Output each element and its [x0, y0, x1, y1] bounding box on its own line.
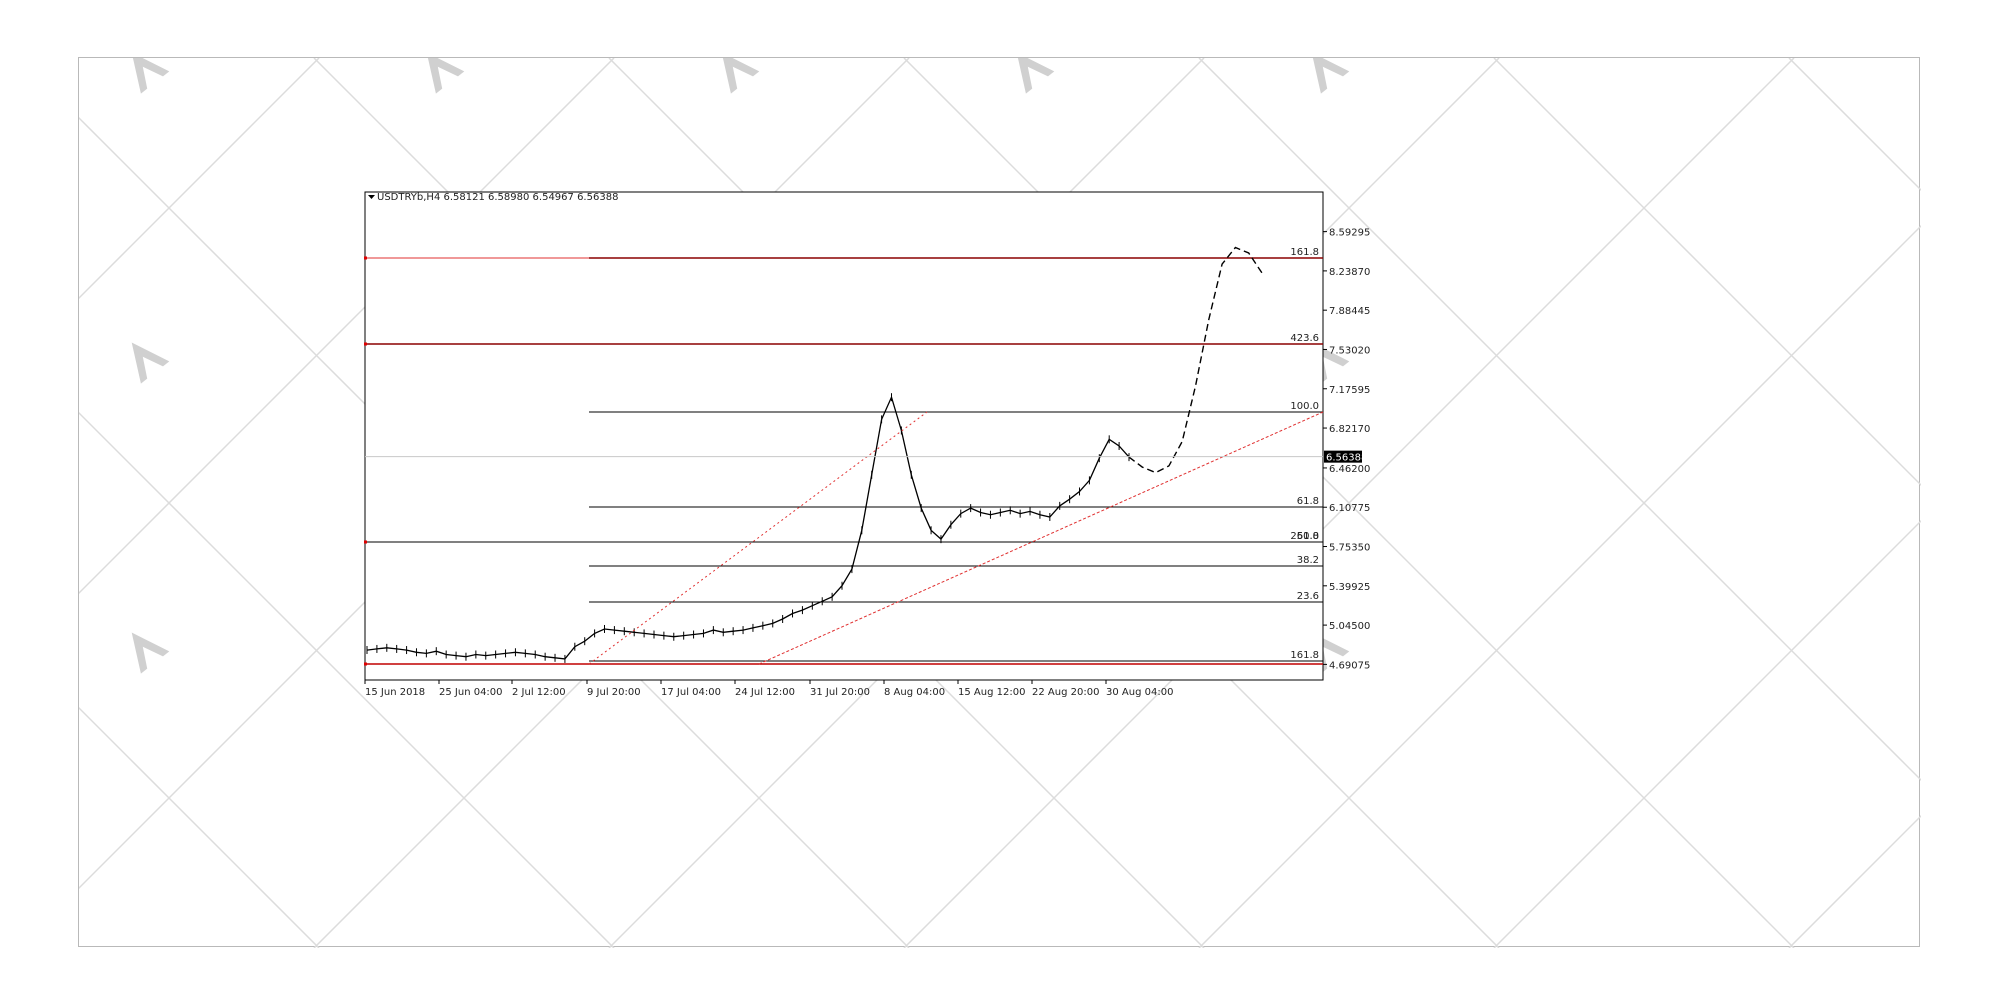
- x-tick-label: 2 Jul 12:00: [512, 687, 566, 698]
- y-tick-label: 7.53020: [1329, 345, 1370, 356]
- fib-level-label: 261.8: [1290, 531, 1319, 542]
- current-price-label: 6.56388: [1326, 453, 1367, 464]
- x-tick-label: 9 Jul 20:00: [587, 687, 641, 698]
- y-tick-label: 8.59295: [1329, 228, 1370, 239]
- watermark-logo: [131, 342, 170, 384]
- header-arrow-icon[interactable]: [368, 195, 375, 199]
- x-tick-label: 15 Jun 2018: [365, 687, 425, 698]
- watermark-line: [903, 58, 1795, 948]
- y-tick-label: 7.88445: [1329, 306, 1370, 317]
- fib-level-label: 100.0: [1290, 401, 1319, 412]
- x-tick-label: 17 Jul 04:00: [661, 687, 721, 698]
- y-tick-label: 5.04500: [1329, 621, 1370, 632]
- symbol-header: USDTRYb,H4 6.58121 6.58980 6.54967 6.563…: [377, 192, 618, 203]
- price-label-box: [1324, 450, 1362, 463]
- x-tick-label: 31 Jul 20:00: [810, 687, 870, 698]
- anchor-point[interactable]: [364, 342, 367, 346]
- watermark-line: [1493, 519, 1921, 948]
- y-tick-label: 5.75350: [1329, 543, 1370, 554]
- trendline-fib-anchor[interactable]: [588, 411, 928, 665]
- fib-level-label: 50.0: [1297, 531, 1319, 542]
- y-tick-label: 6.46200: [1329, 464, 1370, 475]
- watermark-line: [79, 706, 320, 948]
- fib-level-label: 423.6: [1290, 333, 1319, 344]
- x-tick-label: 25 Jun 04:00: [439, 687, 503, 698]
- y-tick-label: 6.82170: [1329, 424, 1370, 435]
- x-axis: 15 Jun 2018 25 Jun 04:00 2 Jul 12:00 9 Jul …: [364, 680, 1173, 698]
- watermark-logo: [131, 632, 170, 674]
- fib-level-label: 38.2: [1297, 555, 1319, 566]
- watermark-logo: [721, 58, 760, 94]
- price-series-line: [366, 395, 1130, 660]
- y-tick-label: 8.23870: [1329, 267, 1370, 278]
- x-tick-label: 30 Aug 04:00: [1106, 687, 1173, 698]
- y-tick-label: 6.10775: [1329, 503, 1370, 514]
- anchor-point[interactable]: [364, 662, 367, 666]
- fib-level-label: 61.8: [1297, 496, 1319, 507]
- y-tick-label: 5.39925: [1329, 582, 1370, 593]
- fib-level-label: 161.8: [1290, 650, 1319, 661]
- y-tick-label: 7.17595: [1329, 385, 1370, 396]
- y-axis: 8.59295 8.23870 7.88445 7.53020 7.17595 6.821…: [1323, 228, 1370, 671]
- watermark-line: [79, 58, 320, 300]
- y-tick-label: 4.69075: [1329, 660, 1370, 671]
- watermark-logo: [131, 58, 170, 94]
- x-tick-label: 22 Aug 20:00: [1032, 687, 1099, 698]
- x-tick-label: 8 Aug 04:00: [884, 687, 945, 698]
- fib-level-label: 23.6: [1297, 591, 1319, 602]
- watermark-logo: [426, 58, 465, 94]
- trendline-support[interactable]: [758, 411, 1324, 665]
- projection-path: [1128, 246, 1263, 474]
- watermark-logo: [1016, 58, 1055, 94]
- watermark-line: [1198, 224, 1921, 948]
- anchor-point[interactable]: [364, 256, 367, 260]
- chart-frame: 161.8 423.6 100.0 61.8 50.0 261.8 38.2 23.6 161.…: [78, 57, 1921, 948]
- plot-area: [364, 191, 1324, 681]
- x-tick-label: 24 Jul 12:00: [735, 687, 795, 698]
- anchor-point[interactable]: [364, 540, 367, 544]
- watermark-line: [1493, 58, 1921, 487]
- fib-level-label: 161.8: [1290, 247, 1319, 258]
- x-tick-label: 15 Aug 12:00: [958, 687, 1025, 698]
- watermark-logo: [1311, 58, 1350, 94]
